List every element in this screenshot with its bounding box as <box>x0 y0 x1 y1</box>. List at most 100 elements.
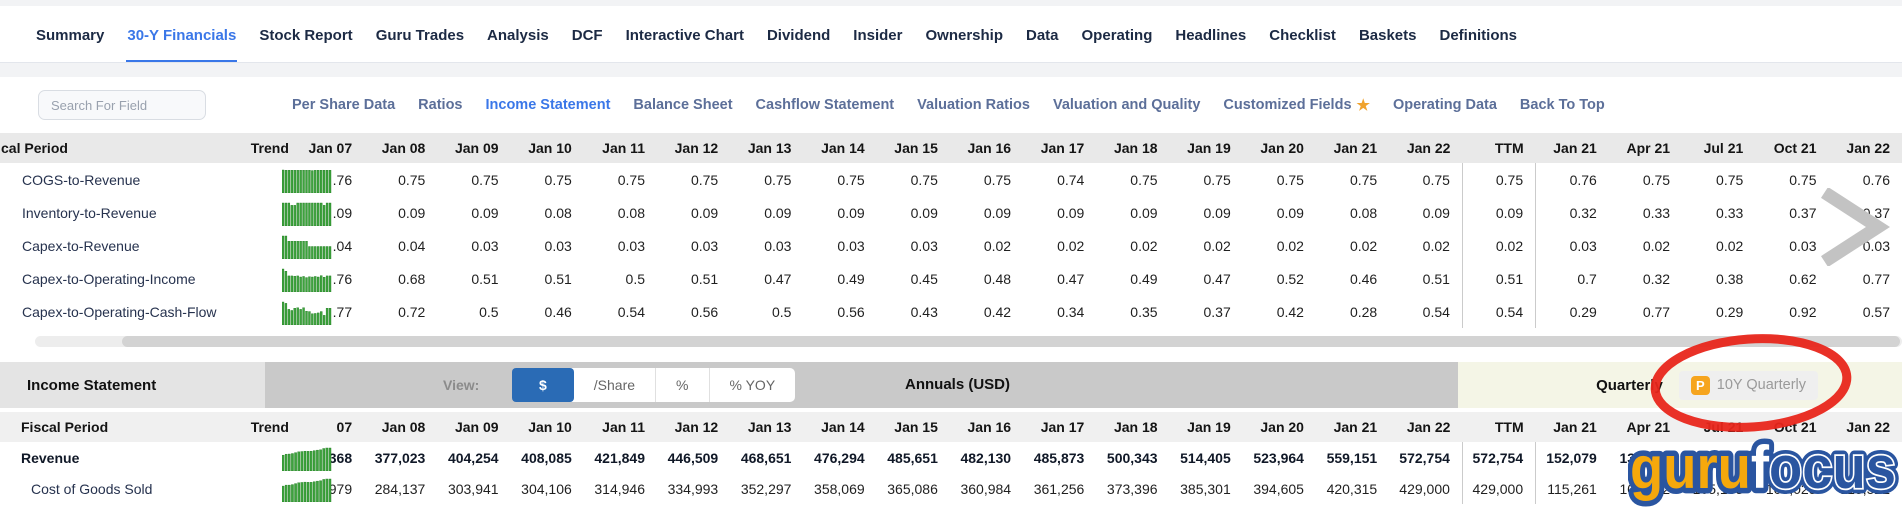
row-label[interactable]: Capex-to-Operating-Cash-Flow <box>22 303 217 320</box>
data-cell: 352,297 <box>740 480 792 497</box>
nav-tab-interactive-chart[interactable]: Interactive Chart <box>625 26 744 44</box>
column-header-jan-16: Jan 16 <box>949 133 1024 163</box>
column-header-jan-09: Jan 09 <box>437 412 511 442</box>
data-cell: 0.09 <box>1057 204 1085 221</box>
subnav-valuation-and-quality[interactable]: Valuation and Quality <box>1053 97 1200 113</box>
header-row: cal Period Trend Jan 07 Jan 08 Jan 09 Jan 10 J… <box>0 133 1902 163</box>
row-label[interactable]: Capex-to-Revenue <box>22 237 140 254</box>
nav-tab-dcf[interactable]: DCF <box>571 26 603 44</box>
ten-y-quarterly-button[interactable]: P 10Y Quarterly <box>1678 370 1818 400</box>
view-option-[interactable]: % <box>656 368 710 402</box>
data-cell: 0.75 <box>1422 171 1450 188</box>
data-cell: 303,941 <box>447 480 499 497</box>
view-option-[interactable]: $ <box>512 368 574 402</box>
row-label[interactable]: COGS-to-Revenue <box>22 171 141 188</box>
data-cell: 485,651 <box>887 449 938 466</box>
row-label[interactable]: Inventory-to-Revenue <box>22 204 157 221</box>
data-cell: 0.51 <box>1461 262 1537 295</box>
view-option-yoy[interactable]: % YOY <box>729 377 776 393</box>
column-header-jan-21: Jan 21 <box>1535 412 1609 442</box>
nav-tab-ownership[interactable]: Ownership <box>925 26 1003 44</box>
data-cell: 0.33 <box>1642 204 1671 221</box>
header-row: Fiscal Period Trend 07 Jan 08 Jan 09 Jan 10 Ja… <box>0 412 1902 442</box>
data-cell: 0.77 <box>1862 270 1890 287</box>
data-cell: 0.09 <box>1130 204 1158 221</box>
data-cell: 0.75 <box>910 171 938 188</box>
data-cell: 0.77 <box>1642 303 1671 320</box>
horizontal-scrollbar-thumb[interactable] <box>122 336 1900 347</box>
data-cell: 385,301 <box>1180 480 1231 497</box>
subnav-operating-data[interactable]: Operating Data <box>1393 97 1497 113</box>
subnav-back-to-top[interactable]: Back To Top <box>1520 97 1605 113</box>
subnav-valuation-ratios[interactable]: Valuation Ratios <box>917 97 1030 113</box>
column-header-jan-14: Jan 14 <box>803 133 877 163</box>
data-cell: 394,605 <box>1253 480 1304 497</box>
nav-tab-operating[interactable]: Operating <box>1081 26 1153 44</box>
data-cell: 0.02 <box>1276 237 1304 254</box>
data-cell: 0.75 <box>1716 171 1744 188</box>
data-cell: 523,964 <box>1253 449 1304 466</box>
nav-tab-checklist[interactable]: Checklist <box>1269 26 1336 44</box>
subnav-label: Operating Data <box>1392 97 1497 113</box>
data-cell: 0.09 <box>764 204 792 221</box>
subnav-ratios[interactable]: Ratios <box>418 97 462 113</box>
nav-tab-definitions[interactable]: Definitions <box>1439 26 1517 44</box>
column-header-jan-17: Jan 17 <box>1023 412 1097 442</box>
subnav-label: Valuation Ratios <box>917 97 1030 113</box>
data-cell: 0.03 <box>910 237 938 254</box>
quarterly-toggle[interactable]: Quarterly <box>1596 376 1663 394</box>
subnav-per-share-data[interactable]: Per Share Data <box>292 97 395 113</box>
next-columns-chevron-icon[interactable] <box>1818 188 1894 266</box>
nav-tab-30-y-financials[interactable]: 30-Y Financials <box>126 6 238 63</box>
nav-tab-baskets[interactable]: Baskets <box>1358 26 1417 44</box>
nav-tab-dividend[interactable]: Dividend <box>766 26 831 44</box>
subnav-customized-fields[interactable]: Customized Fields ★ <box>1223 96 1370 114</box>
data-cell: 0.02 <box>1203 237 1231 254</box>
section-title-area: Income Statement <box>0 362 265 408</box>
column-header-jan-12: Jan 12 <box>657 133 731 163</box>
subnav-balance-sheet[interactable]: Balance Sheet <box>633 97 732 113</box>
column-header-jan-17: Jan 17 <box>1023 133 1097 163</box>
search-input[interactable] <box>38 90 206 120</box>
subnav-label: Per Share Data <box>292 97 396 113</box>
row-label[interactable]: Revenue <box>21 449 80 466</box>
row-label[interactable]: Cost of Goods Sold <box>31 480 153 497</box>
nav-tab-insider[interactable]: Insider <box>853 26 903 44</box>
column-header-jan-18: Jan 18 <box>1096 133 1170 163</box>
column-header-jan-09: Jan 09 <box>437 133 511 163</box>
data-cell: 152,079 <box>1546 449 1597 466</box>
data-cell: 0.5 <box>479 303 499 320</box>
data-cell: 0.75 <box>1203 171 1231 188</box>
data-cell: 0.03 <box>471 237 499 254</box>
nav-tab-headlines[interactable]: Headlines <box>1175 26 1247 44</box>
column-header-jan-19: Jan 19 <box>1169 412 1243 442</box>
data-cell: 0.75 <box>764 171 792 188</box>
data-cell: 0.45 <box>910 270 938 287</box>
subnav-income-statement[interactable]: Income Statement <box>486 97 611 113</box>
nav-tab-guru-trades[interactable]: Guru Trades <box>375 26 465 44</box>
column-header-jan-22: Jan 22 <box>1828 133 1902 163</box>
nav-tab-data[interactable]: Data <box>1026 26 1059 44</box>
data-cell: 0.56 <box>690 303 719 320</box>
trend-cell <box>206 473 332 504</box>
main-nav: Summary 30-Y Financials Stock Report Guru T… <box>35 6 1902 63</box>
nav-tab-summary[interactable]: Summary <box>36 26 105 44</box>
data-cell: 304,106 <box>521 480 572 497</box>
data-cell: 105,183 <box>1692 480 1744 497</box>
subnav-cashflow-statement[interactable]: Cashflow Statement <box>756 97 895 113</box>
top-strip <box>0 0 1902 6</box>
row-label[interactable]: Capex-to-Operating-Income <box>22 270 196 287</box>
data-cell: 0.33 <box>1716 204 1744 221</box>
data-cell: 429,000 <box>1461 473 1537 504</box>
subnav-label: Balance Sheet <box>633 97 733 113</box>
data-cell: 0.49 <box>837 270 865 287</box>
trend-cell <box>206 163 332 196</box>
table-row: Capex-to-Operating-Cash-Flow .77 0.72 0.5 0.… <box>0 295 1902 328</box>
customized-fields-star-icon: ★ <box>1356 97 1370 114</box>
data-cell: 979 <box>328 480 353 497</box>
view-option-share[interactable]: /Share <box>574 368 657 402</box>
trend-sparkline-chart <box>281 447 332 471</box>
column-header-oct-21: Oct 21 <box>1755 133 1829 163</box>
nav-tab-analysis[interactable]: Analysis <box>487 26 549 44</box>
nav-tab-stock-report[interactable]: Stock Report <box>259 26 353 44</box>
